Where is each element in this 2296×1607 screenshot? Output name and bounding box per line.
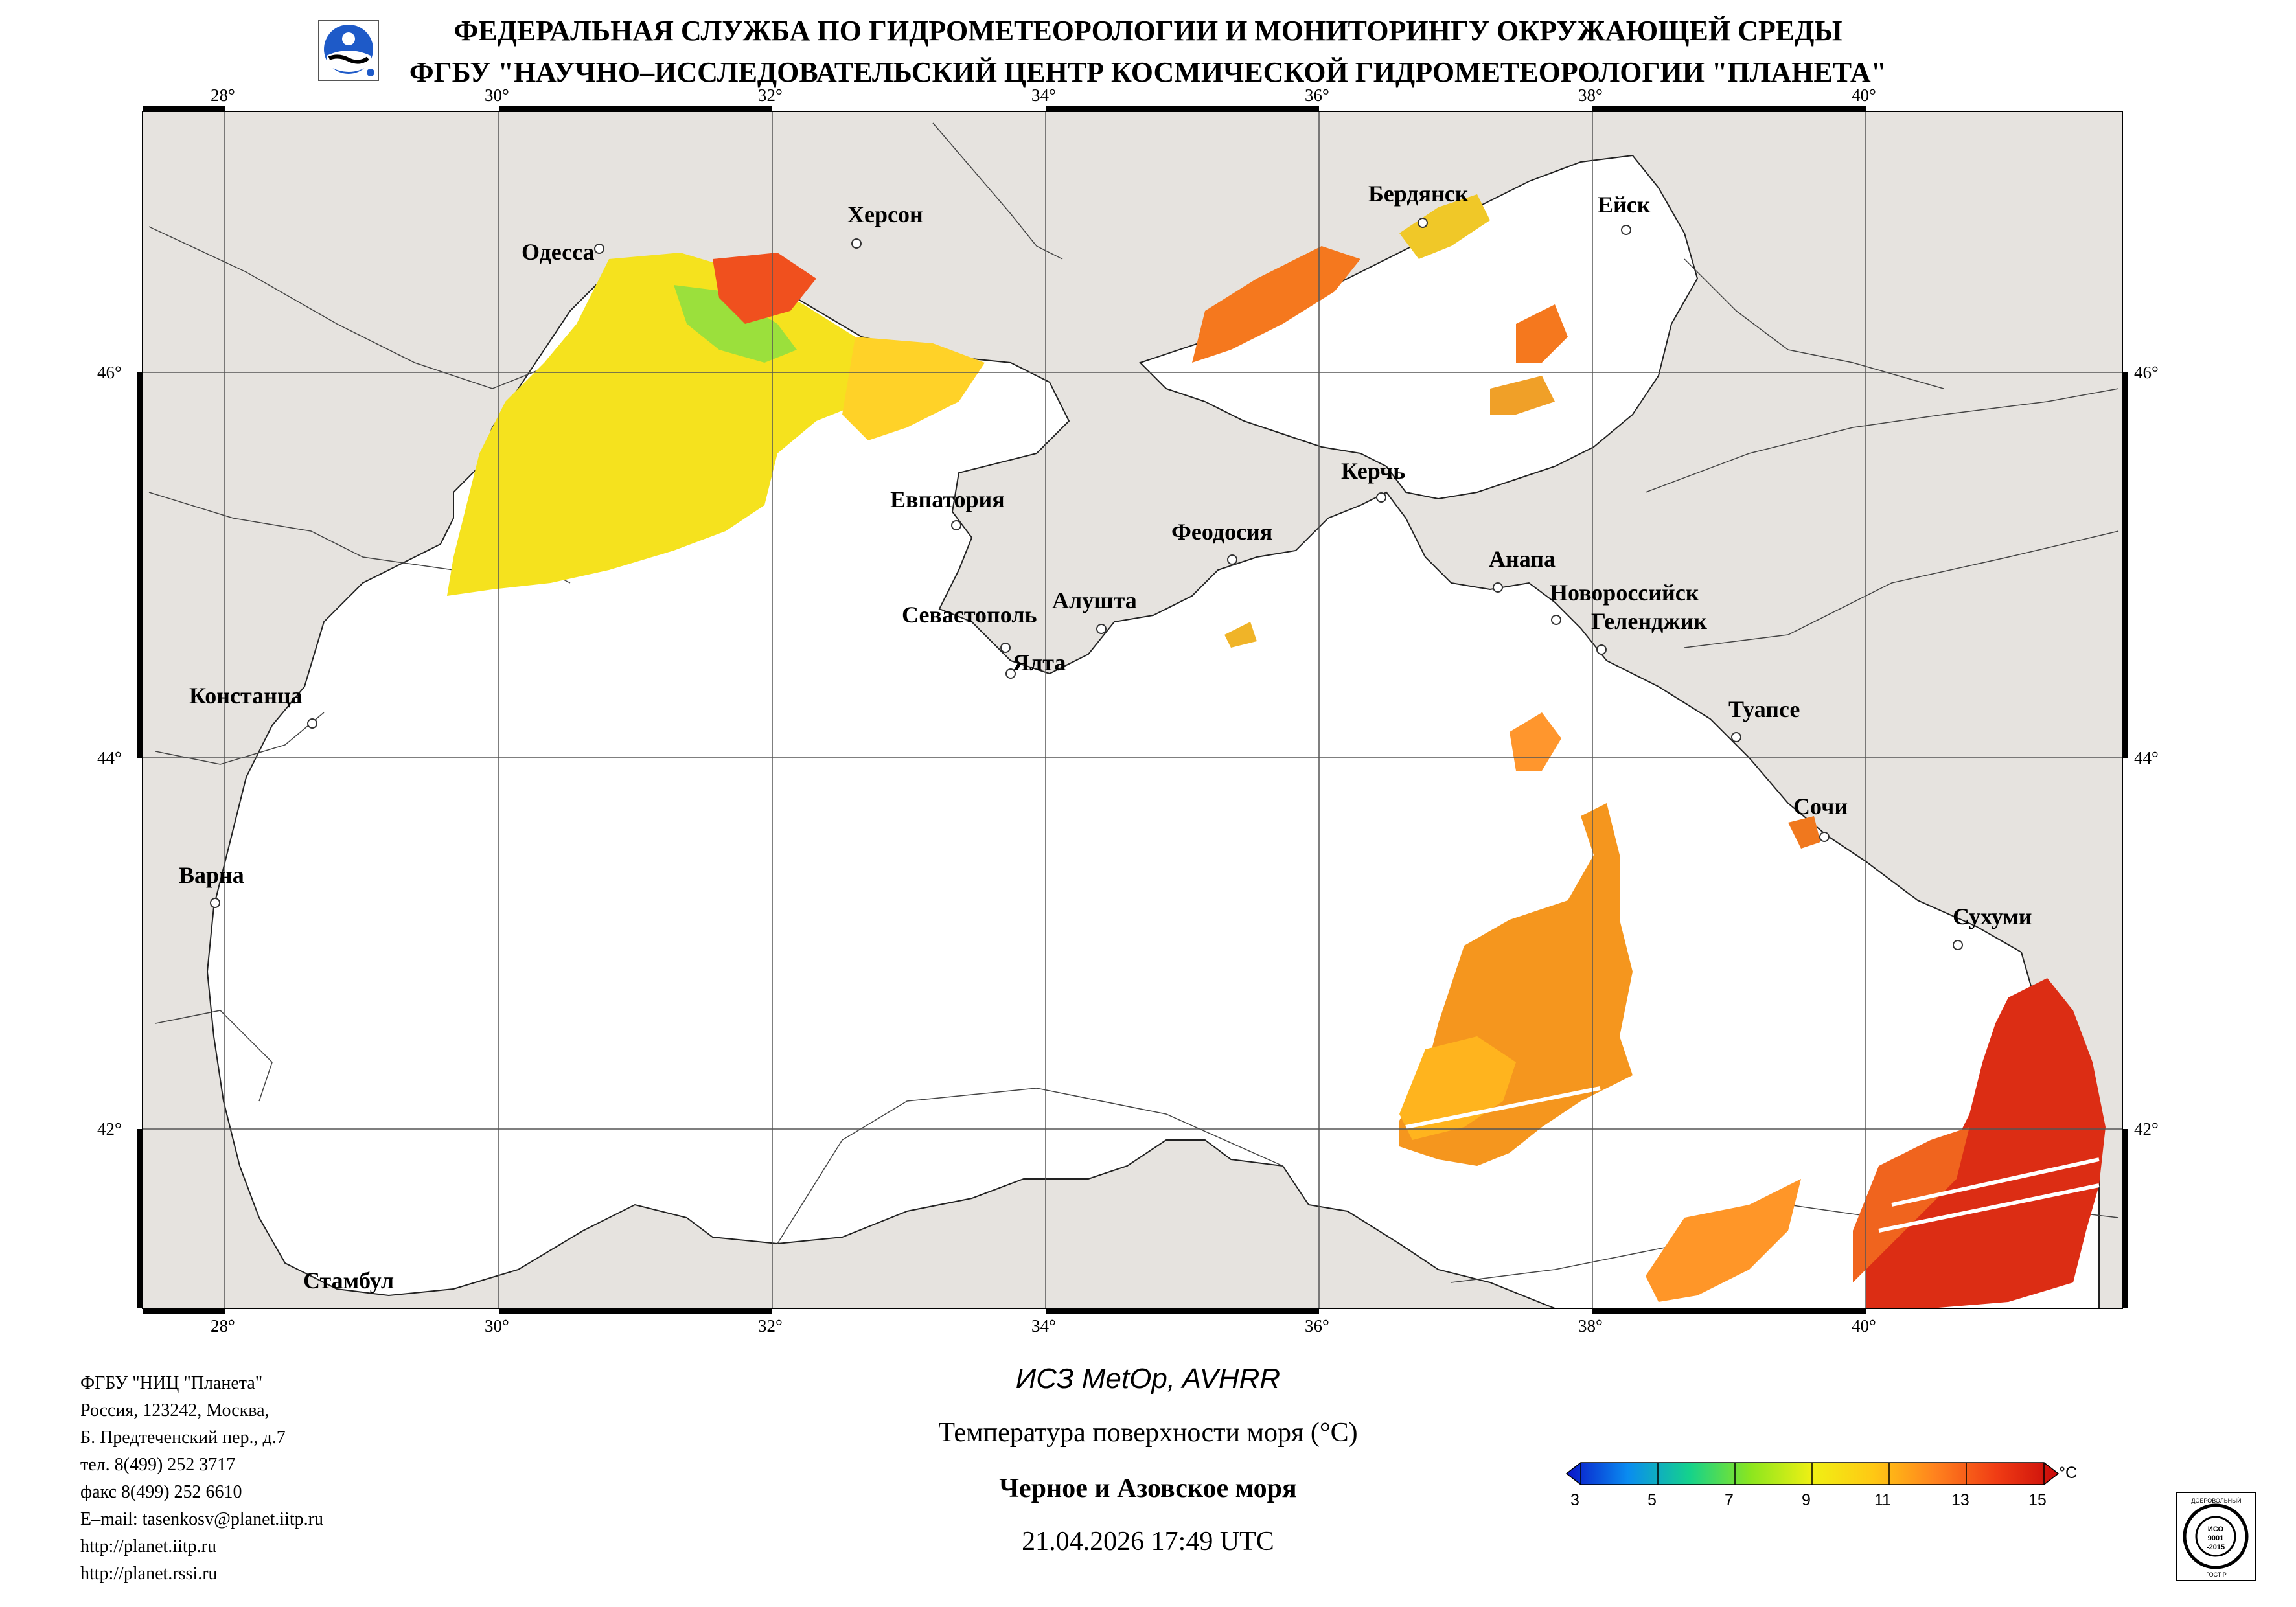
lon-label-bottom: 28° xyxy=(211,1316,235,1336)
city-label-kerch: Керчь xyxy=(1341,458,1406,484)
city-label-varna: Варна xyxy=(179,862,244,888)
lat-label-right: 46° xyxy=(2134,363,2159,382)
city-label-feodosiya: Феодосия xyxy=(1171,519,1273,545)
lon-label-top: 28° xyxy=(211,85,235,105)
graticule xyxy=(143,111,2122,1308)
sst-patch-northwest-green xyxy=(674,285,797,363)
header-line-2: ФГБУ "НАУЧНО–ИССЛЕДОВАТЕЛЬСКИЙ ЦЕНТР КОС… xyxy=(409,56,1887,88)
sst-patch-sivash xyxy=(1192,246,1360,363)
city-label-sochi: Сочи xyxy=(1793,793,1848,819)
tick-border xyxy=(137,106,2128,1314)
colorbar-tick: 3 xyxy=(1570,1491,1579,1509)
lon-label-top: 30° xyxy=(485,85,509,105)
lon-label-bottom: 36° xyxy=(1305,1316,1329,1336)
colorbar-tick: 5 xyxy=(1647,1491,1657,1509)
svg-text:ИСО: ИСО xyxy=(2208,1525,2224,1533)
lat-label-left: 46° xyxy=(97,363,122,382)
info-fax: факс 8(499) 252 6610 xyxy=(80,1482,242,1502)
city-markers xyxy=(210,218,1963,950)
info-address-2: Б. Предтеченский пер., д.7 xyxy=(80,1428,286,1448)
lon-label-top: 36° xyxy=(1305,85,1329,105)
city-label-anapa: Анапа xyxy=(1489,546,1556,572)
scan-gap-2 xyxy=(1891,1157,2100,1207)
city-label-tuapse: Туапсе xyxy=(1728,696,1800,722)
info-email[interactable]: E–mail: tasenkosv@planet.iitp.ru xyxy=(80,1509,323,1529)
sst-patch-azov-east xyxy=(1516,304,1568,363)
colorbar-tick: 15 xyxy=(2028,1491,2047,1509)
lat-label-right: 44° xyxy=(2134,748,2159,768)
colorbar-tick: 7 xyxy=(1725,1491,1734,1509)
sst-patches xyxy=(447,194,2106,1308)
info-url-2[interactable]: http://planet.rssi.ru xyxy=(80,1564,218,1584)
info-address-1: Россия, 123242, Москва, xyxy=(80,1400,270,1420)
lon-label-bottom: 34° xyxy=(1031,1316,1056,1336)
lon-label-bottom: 32° xyxy=(758,1316,783,1336)
colorbar-unit: °C xyxy=(2059,1464,2078,1482)
city-label-berdyansk: Бердянск xyxy=(1368,181,1469,207)
city-label-constanta: Констанца xyxy=(189,683,303,709)
iso-certificate-stamp-icon: ДОБРОВОЛЬНЫЙ ИСО 9001 -2015 ГОСТ Р xyxy=(2176,1492,2256,1581)
colorbar-tick: 13 xyxy=(1951,1491,1969,1509)
sst-patch-gelendzhik xyxy=(1224,622,1257,648)
sst-patch-batumi-outer xyxy=(1853,1127,1969,1282)
planeta-logo-icon xyxy=(318,20,379,81)
city-label-yevpatoriya: Евпатория xyxy=(890,486,1005,512)
sst-patch-scattered-south xyxy=(1646,1179,1801,1302)
scan-gap-1 xyxy=(1405,1086,1601,1129)
sst-patch-anapa-offshore xyxy=(1510,712,1561,771)
lon-label-bottom: 40° xyxy=(1852,1316,1876,1336)
city-label-gelendzhik: Геленджик xyxy=(1591,608,1707,634)
sst-patch-batumi xyxy=(1866,978,2106,1308)
city-label-novorossiysk: Новороссийск xyxy=(1550,580,1699,606)
city-label-yalta: Ялта xyxy=(1013,650,1066,676)
info-org: ФГБУ "НИЦ "Планета" xyxy=(80,1373,263,1393)
colorbar-tick: 11 xyxy=(1874,1491,1891,1509)
lat-label-left: 44° xyxy=(97,748,122,768)
sst-colorbar xyxy=(1565,1462,2060,1485)
sst-patch-sochi xyxy=(1788,816,1820,849)
info-url-1[interactable]: http://planet.iitp.ru xyxy=(80,1536,216,1556)
sst-patch-southeast-light xyxy=(1399,1036,1516,1140)
lon-label-top: 34° xyxy=(1031,85,1056,105)
caption-datetime: 21.04.2026 17:49 UTC xyxy=(1022,1527,1274,1556)
lat-label-right: 42° xyxy=(2134,1119,2159,1139)
svg-text:ДОБРОВОЛЬНЫЙ: ДОБРОВОЛЬНЫЙ xyxy=(2191,1497,2241,1504)
city-label-sevastopol: Севастополь xyxy=(902,602,1037,628)
svg-text:9001: 9001 xyxy=(2208,1534,2223,1542)
city-label-sukhumi: Сухуми xyxy=(1953,904,2032,929)
lat-label-left: 42° xyxy=(97,1119,122,1139)
lon-label-bottom: 30° xyxy=(485,1316,509,1336)
lon-label-top: 32° xyxy=(758,85,783,105)
caption-region: Черное и Азовское моря xyxy=(999,1474,1297,1503)
sst-patch-azov-south xyxy=(1490,376,1555,415)
header-line-1: ФЕДЕРАЛЬНАЯ СЛУЖБА ПО ГИДРОМЕТЕОРОЛОГИИ … xyxy=(453,15,1843,47)
colorbar-tick: 9 xyxy=(1802,1491,1811,1509)
svg-text:-2015: -2015 xyxy=(2207,1544,2225,1551)
lon-label-top: 40° xyxy=(1852,85,1876,105)
city-label-odessa: Одесса xyxy=(522,239,595,265)
caption-satellite: ИСЗ MetOp, AVHRR xyxy=(1015,1363,1281,1395)
scan-gap-3 xyxy=(1878,1183,2100,1233)
sst-patch-crimea-west xyxy=(842,337,985,440)
city-label-alushta: Алушта xyxy=(1052,587,1137,613)
sst-patch-berdyansk xyxy=(1399,194,1490,259)
svg-text:ГОСТ Р: ГОСТ Р xyxy=(2206,1571,2227,1578)
city-label-kherson: Херсон xyxy=(847,201,923,227)
sst-patch-kherson xyxy=(713,253,816,324)
caption-product: Температура поверхности моря (°С) xyxy=(938,1418,1358,1448)
info-tel: тел. 8(499) 252 3717 xyxy=(80,1455,236,1475)
city-label-yeysk: Ейск xyxy=(1598,192,1651,218)
lon-label-top: 38° xyxy=(1578,85,1603,105)
city-label-istanbul: Стамбул xyxy=(303,1268,395,1294)
lon-label-bottom: 38° xyxy=(1578,1316,1603,1336)
